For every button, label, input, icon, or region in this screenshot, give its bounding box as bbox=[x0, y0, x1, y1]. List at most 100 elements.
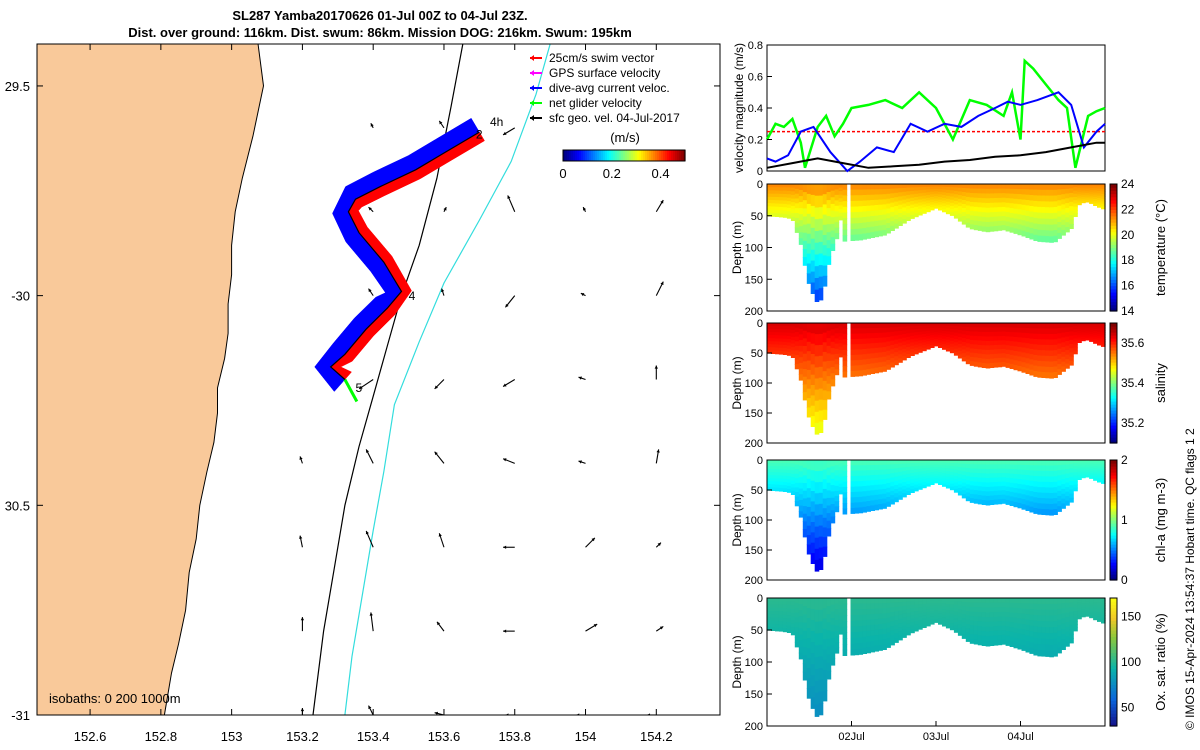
temperature-cell bbox=[961, 212, 967, 217]
temperature-cell bbox=[949, 187, 955, 191]
salinity-cell bbox=[771, 341, 776, 345]
salinity-cell bbox=[1093, 323, 1098, 326]
colorbar-cell bbox=[675, 150, 678, 161]
salinity-cell bbox=[854, 338, 860, 345]
chla-cell bbox=[1101, 462, 1106, 466]
salinity-cell bbox=[1053, 366, 1058, 373]
chla-cell bbox=[771, 478, 776, 482]
chla-cell bbox=[902, 485, 907, 491]
salinity-cell bbox=[910, 342, 915, 347]
temperature-cell bbox=[1041, 184, 1046, 191]
salinity-cell bbox=[969, 348, 975, 354]
temperature-cell bbox=[918, 184, 923, 188]
oxygen-cell bbox=[942, 617, 947, 621]
chla-cell bbox=[957, 474, 963, 479]
temperature-cell bbox=[767, 184, 772, 188]
temperature-cell bbox=[826, 232, 832, 241]
colorbar-cell bbox=[663, 150, 666, 161]
temperature-cell bbox=[953, 204, 959, 209]
temperature-cell bbox=[830, 184, 836, 192]
temperature-cell bbox=[870, 226, 875, 233]
temperature-cell bbox=[1089, 195, 1094, 199]
salinity-cell bbox=[1045, 344, 1050, 351]
temperature-cell bbox=[969, 219, 975, 225]
chla-cell bbox=[942, 475, 947, 479]
temperature-cell bbox=[977, 207, 983, 213]
oxygen-cell bbox=[775, 601, 780, 606]
salinity-cell bbox=[989, 354, 995, 360]
salinity-cell bbox=[914, 344, 919, 349]
temperature-cell bbox=[1077, 184, 1082, 187]
chla-cell bbox=[918, 471, 923, 476]
oxygen-cell bbox=[862, 636, 867, 643]
temperature-cell bbox=[878, 225, 883, 232]
temperature-cell bbox=[973, 202, 979, 208]
salinity-cell bbox=[930, 325, 935, 329]
chla-cell bbox=[906, 473, 911, 478]
oxygen-cell bbox=[898, 635, 903, 641]
temperature-cell bbox=[878, 215, 883, 221]
temperature-cell bbox=[985, 184, 991, 190]
chla-cell bbox=[953, 463, 959, 467]
salinity-cell bbox=[786, 323, 792, 327]
temperature-cell bbox=[965, 196, 971, 202]
temperature-cell bbox=[806, 203, 812, 215]
temperature-cell bbox=[985, 193, 991, 199]
oxygen-cell bbox=[1049, 650, 1054, 658]
salinity-cell bbox=[1097, 325, 1102, 328]
temperature-cell bbox=[771, 200, 776, 204]
time-tick-label: 02Jul bbox=[838, 731, 864, 743]
salinity-cell bbox=[1037, 323, 1042, 329]
salinity-colorbar-cell bbox=[1110, 440, 1117, 444]
temperature-cell bbox=[886, 213, 891, 219]
salinity-cell bbox=[898, 338, 903, 344]
salinity-cell bbox=[826, 368, 832, 377]
temperature-cell bbox=[1065, 193, 1070, 199]
temperature-cell bbox=[830, 210, 836, 218]
salinity-cell bbox=[1097, 333, 1102, 337]
salinity-cell bbox=[973, 340, 979, 346]
chla-cell bbox=[957, 488, 963, 493]
salinity-cell bbox=[810, 333, 816, 345]
chla-cell bbox=[1069, 493, 1074, 499]
temperature-cell bbox=[1085, 189, 1090, 192]
chla-cell bbox=[890, 464, 895, 470]
salinity-cell bbox=[771, 338, 776, 342]
sfc-geo-arrowhead bbox=[503, 383, 507, 387]
salinity-cell bbox=[1013, 364, 1019, 371]
chla-cell bbox=[922, 476, 927, 480]
oxygen-cell bbox=[985, 612, 991, 618]
chla-cell bbox=[1001, 473, 1007, 478]
chla-colorbar-cell bbox=[1110, 553, 1117, 557]
temperature-cell bbox=[790, 209, 796, 214]
oxygen-cell bbox=[1017, 598, 1023, 604]
chla-cell bbox=[794, 496, 800, 502]
oxygen-cell bbox=[1021, 629, 1027, 636]
oxygen-cell bbox=[842, 632, 848, 639]
oxygen-cell bbox=[989, 598, 995, 604]
oxygen-cell bbox=[818, 691, 824, 704]
salinity-cell bbox=[918, 346, 923, 350]
temperature-cell bbox=[973, 220, 979, 226]
salinity-cell bbox=[1029, 343, 1034, 350]
temperature-cell bbox=[1041, 218, 1046, 225]
temperature-cell bbox=[910, 187, 915, 192]
temperature-colorbar-cell bbox=[1110, 244, 1117, 249]
salinity-cell bbox=[1049, 339, 1054, 346]
salinity-cell bbox=[842, 344, 848, 351]
temperature-cell bbox=[930, 207, 935, 211]
oxygen-cell bbox=[997, 607, 1003, 613]
temperature-cell bbox=[790, 202, 796, 207]
oxygen-cell bbox=[822, 628, 828, 640]
salinity-cell bbox=[886, 332, 891, 338]
temperature-cell bbox=[798, 226, 804, 233]
chla-cell bbox=[1101, 478, 1106, 482]
salinity-cell bbox=[790, 340, 796, 345]
salinity-cell bbox=[934, 334, 939, 338]
oxygen-cell bbox=[798, 610, 804, 617]
oxygen-cell bbox=[1057, 614, 1062, 621]
oxygen-cell bbox=[902, 601, 907, 607]
temperature-cell bbox=[870, 194, 875, 201]
salinity-cell bbox=[814, 400, 820, 413]
temperature-cell bbox=[870, 184, 875, 190]
